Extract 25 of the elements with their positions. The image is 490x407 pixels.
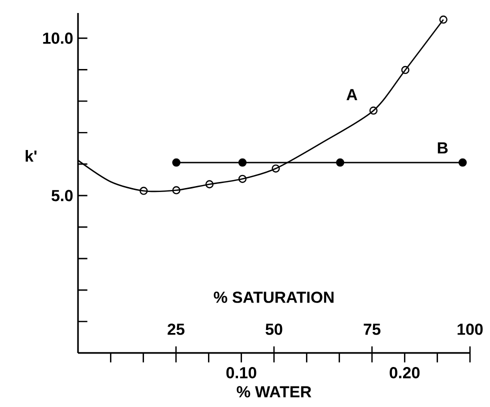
point: [140, 186, 148, 195]
point: [205, 180, 214, 188]
x-tick-label: 0.10: [226, 367, 256, 378]
point: [238, 174, 247, 183]
x2-tick-label: 75: [364, 324, 380, 335]
point: [401, 66, 410, 74]
x2-tick-label: 25: [168, 324, 184, 335]
point: [238, 158, 247, 167]
point: [172, 186, 180, 194]
point: [439, 16, 448, 24]
y-axis-title: k': [26, 150, 36, 162]
x2-tick-label: 50: [266, 324, 282, 335]
x2-tick-label: 100: [458, 324, 483, 335]
x-axis-title: % WATER: [236, 386, 312, 398]
point: [336, 158, 344, 167]
series-label: A: [346, 89, 358, 100]
y-tick-label: 10.0: [43, 32, 73, 44]
x-tick-label: 0.20: [390, 367, 420, 378]
series-label: B: [438, 142, 448, 154]
point: [272, 164, 280, 173]
x2-axis-title: % SATURATION: [214, 292, 334, 303]
point: [458, 158, 467, 167]
point: [369, 106, 378, 115]
point: [172, 158, 180, 167]
y-tick-label: 5.0: [52, 190, 73, 202]
